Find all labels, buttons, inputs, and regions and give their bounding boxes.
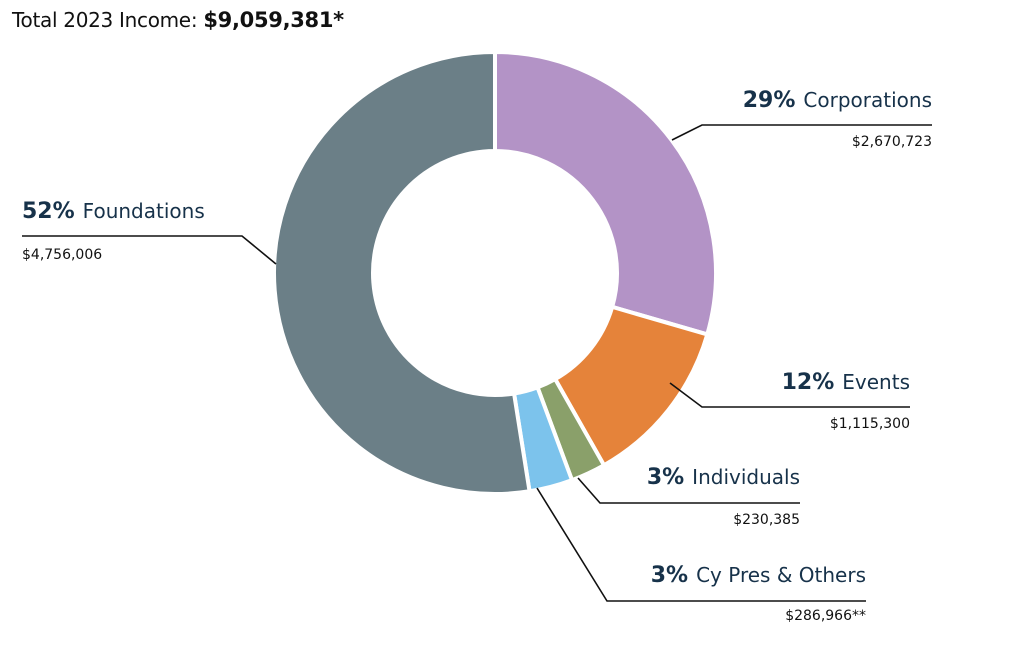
label-events: 12% Events <box>782 370 910 395</box>
pct-foundations: 52% <box>22 199 75 224</box>
pct-events: 12% <box>781 370 835 395</box>
name-events: Events <box>842 370 910 394</box>
title-total: $9,059,381* <box>203 8 344 32</box>
leader-foundations <box>22 235 277 265</box>
label-foundations: 52% Foundations <box>22 199 205 224</box>
pct-individuals: 3% <box>646 465 685 490</box>
slice-corporations <box>493 49 718 337</box>
label-cy-pres: 3% Cy Pres & Others <box>651 563 866 588</box>
leader-individuals <box>577 477 800 504</box>
label-individuals: 3% Individuals <box>647 465 800 490</box>
leader-cy-pres <box>536 487 866 602</box>
amount-cy-pres: $286,966** <box>785 608 866 624</box>
name-individuals: Individuals <box>692 465 800 489</box>
amount-individuals: $230,385 <box>733 512 800 528</box>
slice-foundations <box>272 49 532 496</box>
name-cy-pres: Cy Pres & Others <box>696 563 866 587</box>
name-foundations: Foundations <box>82 199 205 223</box>
amount-foundations: $4,756,006 <box>22 247 103 263</box>
title-prefix: Total 2023 Income: <box>12 8 198 32</box>
pct-cy-pres: 3% <box>650 563 689 588</box>
chart-title: Total 2023 Income: $9,059,381* <box>12 8 344 32</box>
leader-corporations <box>671 124 932 141</box>
amount-corporations: $2,670,723 <box>851 134 932 150</box>
amount-events: $1,115,300 <box>829 416 910 432</box>
leader-events <box>669 382 910 408</box>
label-corporations: 29% Corporations <box>743 88 932 113</box>
name-corporations: Corporations <box>803 88 932 112</box>
pct-corporations: 29% <box>742 88 796 113</box>
